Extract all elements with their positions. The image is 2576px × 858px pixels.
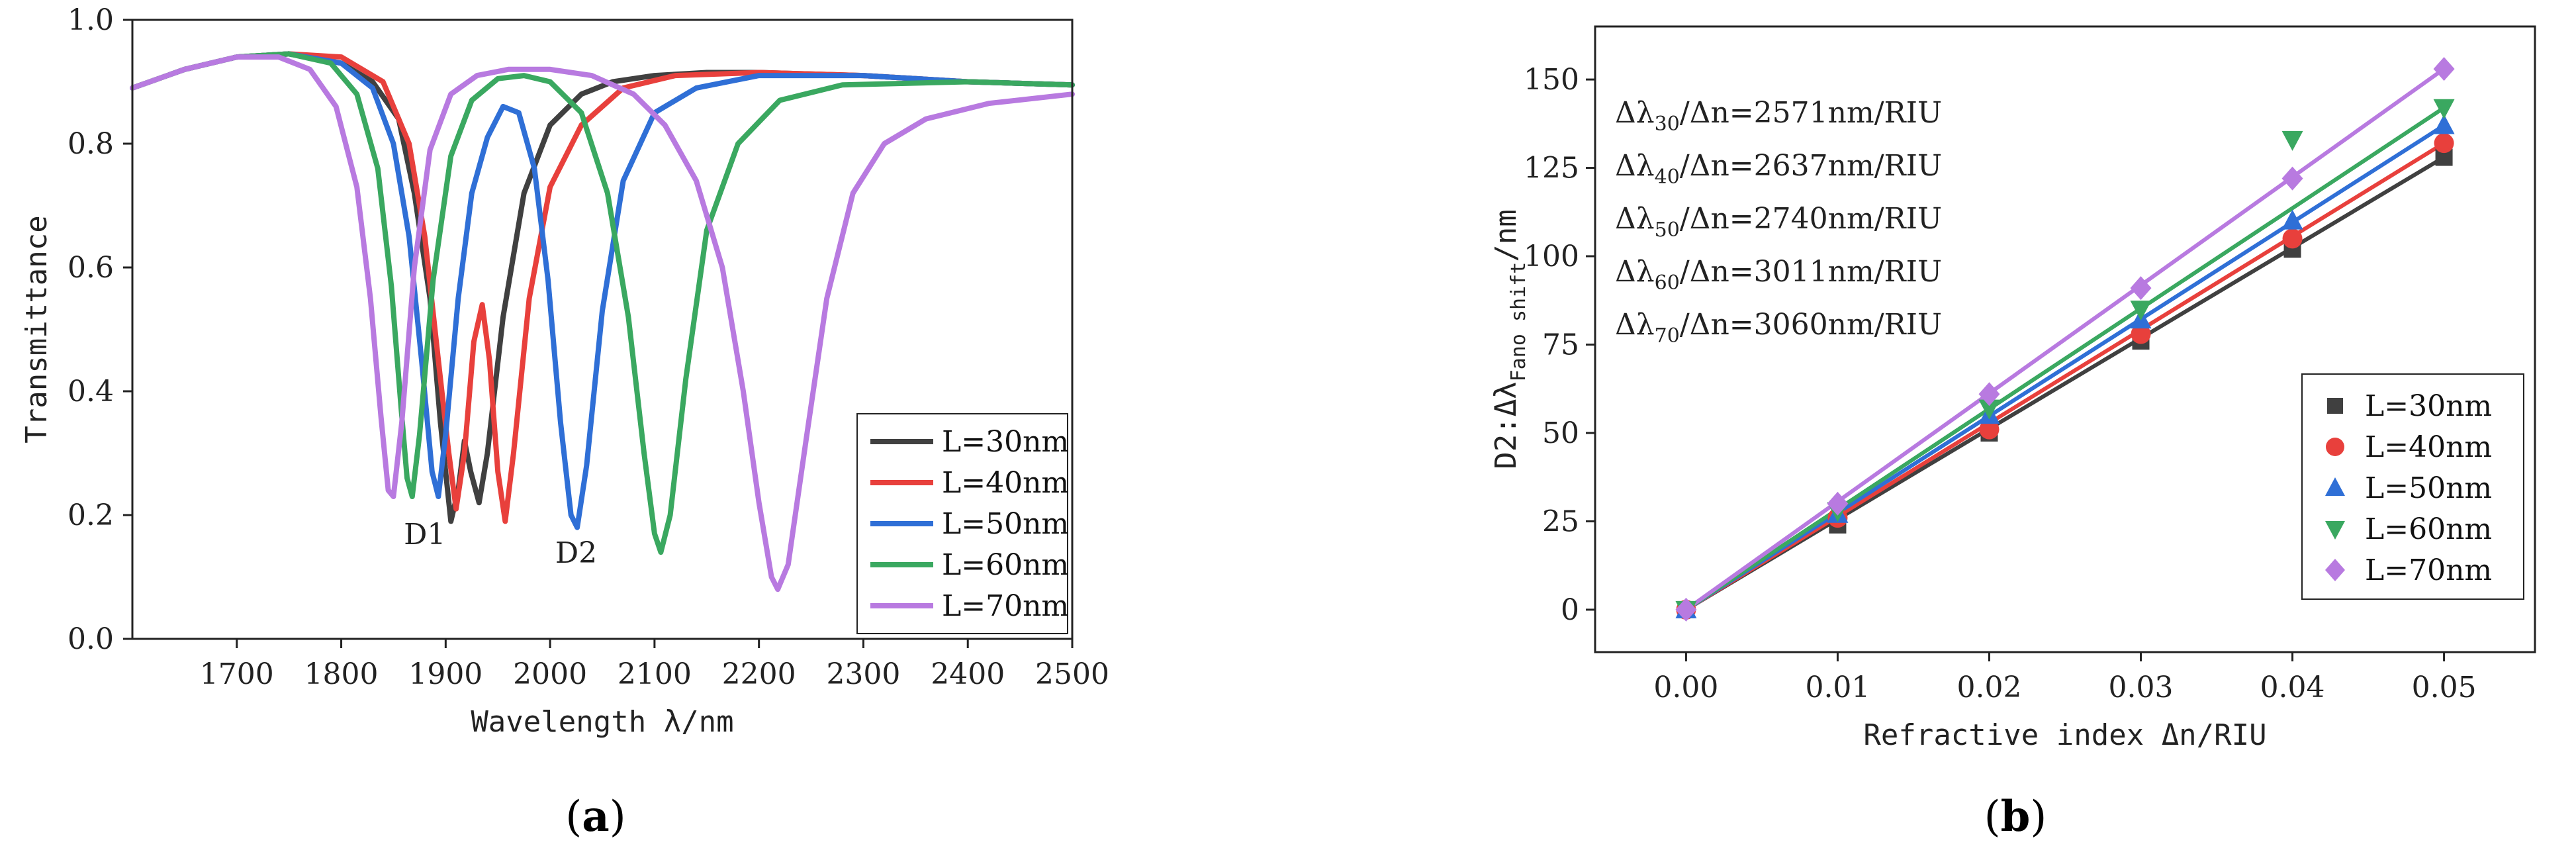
panel-a-lines: [130, 51, 1075, 593]
annotation-label: D1: [404, 518, 445, 551]
fit-line-l-40nm: [1684, 141, 2446, 612]
panel-b-legend: L=30nm L=40nm L=50nm L=60nm L=70nm: [2301, 373, 2524, 600]
panel-a-caption: (a): [565, 792, 625, 841]
y-tick-label: 0.8: [68, 127, 114, 161]
x-tick-label: 0.03: [2109, 671, 2174, 704]
panel-a-plot-frame: [131, 19, 1074, 640]
panel-b-plot-frame: [1594, 25, 2536, 653]
annotation-label: D2: [555, 536, 597, 570]
series-line-l-60nm: [130, 51, 1075, 555]
y-tick-label: 150: [1524, 63, 1579, 97]
data-point-l-60nm: [2281, 130, 2303, 151]
x-tick-label: 2300: [826, 657, 900, 691]
legend-marker: [2327, 398, 2343, 414]
panel-b-sensitivity-labels: Δλ30/Δn=2571nm/RIU Δλ40/Δn=2637nm/RIU Δλ50…: [1615, 96, 1942, 348]
x-tick-label: 0.04: [2260, 671, 2325, 704]
data-point-l-40nm: [2434, 133, 2454, 154]
y-tick-label: 75: [1542, 328, 1579, 362]
legend-label: L=40nm: [2365, 430, 2492, 464]
series-line-l-70nm: [130, 54, 1075, 593]
y-tick-label: 0: [1561, 593, 1579, 627]
x-tick-label: 2200: [722, 657, 796, 691]
data-point-l-40nm: [1979, 419, 2000, 440]
data-point-l-70nm: [2130, 276, 2152, 301]
x-tick-label: 0.05: [2412, 671, 2477, 704]
x-tick-label: 1800: [304, 657, 379, 691]
x-tick-label: 2400: [931, 657, 1005, 691]
panel-b-sensitivity-chart: 0.00 0.01 0.02 0.03 0.04 0.05 0 25 50 75 100 125 150…: [1489, 25, 2536, 841]
panel-a-ticks: 1700 1800 1900 2000 2100 2200 2300 2400 2500 0.0 0…: [68, 3, 1109, 691]
data-point-l-70nm: [2281, 166, 2303, 191]
y-tick-label: 25: [1542, 504, 1579, 538]
series-line-l-40nm: [130, 51, 1075, 524]
panel-a-annotations: D1 D2: [404, 518, 597, 570]
x-tick-label: 1700: [200, 657, 274, 691]
data-point-l-70nm: [2433, 57, 2455, 81]
legend-marker: [2325, 521, 2345, 540]
legend-label: L=70nm: [2365, 553, 2492, 587]
x-tick-label: 0.01: [1805, 671, 1870, 704]
panel-b-fit-lines: [1684, 67, 2446, 612]
panel-b-caption: (b): [1984, 792, 2047, 841]
y-tick-label: 100: [1524, 240, 1579, 273]
legend-marker: [2326, 438, 2344, 456]
data-point-l-60nm: [1978, 399, 2000, 420]
fit-line-l-50nm: [1684, 123, 2446, 612]
legend-label: L=40nm: [942, 466, 1069, 500]
y-tick-label: 0.4: [68, 375, 114, 408]
data-point-l-70nm: [1675, 597, 1697, 622]
data-point-l-40nm: [2282, 228, 2303, 249]
panel-b-markers: [1675, 57, 2455, 622]
fit-line-l-70nm: [1684, 67, 2446, 612]
legend-label: L=50nm: [2365, 471, 2492, 505]
sensitivity-label: Δλ50/Δn=2740nm/RIU: [1615, 202, 1942, 242]
panel-b-ticks: 0.00 0.01 0.02 0.03 0.04 0.05 0 25 50 75 100 125 150: [1524, 63, 2477, 704]
legend-label: L=60nm: [942, 548, 1069, 582]
x-tick-label: 2000: [513, 657, 587, 691]
x-tick-label: 2100: [618, 657, 692, 691]
y-tick-label: 0.2: [68, 499, 114, 532]
legend-label: L=60nm: [2365, 512, 2492, 546]
data-point-l-50nm: [2281, 209, 2303, 230]
sensitivity-label: Δλ70/Δn=3060nm/RIU: [1615, 308, 1942, 348]
fit-line-l-60nm: [1684, 106, 2446, 612]
y-tick-label: 125: [1524, 152, 1579, 185]
x-tick-label: 0.00: [1653, 671, 1718, 704]
data-point-l-40nm: [2131, 324, 2151, 344]
sensitivity-label: Δλ30/Δn=2571nm/RIU: [1615, 96, 1942, 136]
y-tick-label: 0.0: [68, 622, 114, 656]
data-point-l-50nm: [2433, 114, 2455, 134]
y-tick-label: 50: [1542, 416, 1579, 450]
data-point-l-70nm: [1978, 382, 2000, 406]
legend-label: L=30nm: [942, 425, 1069, 459]
panel-a-legend: L=30nm L=40nm L=50nm L=60nm L=70nm: [856, 413, 1069, 634]
data-point-l-60nm: [2130, 301, 2152, 321]
x-tick-label: 2500: [1035, 657, 1109, 691]
legend-label: L=70nm: [942, 589, 1069, 623]
x-tick-label: 0.02: [1956, 671, 2021, 704]
fit-line-l-30nm: [1684, 155, 2446, 612]
panel-a-transmittance-chart: 1700 1800 1900 2000 2100 2200 2300 2400 2500 0.0 0…: [20, 3, 1109, 841]
legend-marker: [2325, 477, 2345, 496]
panel-a-x-axis-label: Wavelength λ/nm: [471, 705, 733, 739]
sensitivity-label: Δλ40/Δn=2637nm/RIU: [1615, 149, 1942, 189]
data-point-l-60nm: [2433, 99, 2455, 119]
panel-b-x-axis-label: Refractive index Δn/RIU: [1863, 718, 2266, 752]
sensitivity-label: Δλ60/Δn=3011nm/RIU: [1615, 255, 1942, 295]
legend-marker: [2325, 559, 2345, 581]
data-point-l-70nm: [1827, 491, 1849, 516]
x-tick-label: 1900: [408, 657, 483, 691]
panel-a-y-axis-label: Transmittance: [20, 215, 54, 443]
legend-label: L=50nm: [942, 507, 1069, 541]
y-tick-label: 0.6: [68, 251, 114, 285]
panel-b-y-axis-label: D2:ΔλFano shift/nm: [1489, 209, 1530, 469]
y-tick-label: 1.0: [68, 3, 114, 37]
legend-label: L=30nm: [2365, 389, 2492, 423]
